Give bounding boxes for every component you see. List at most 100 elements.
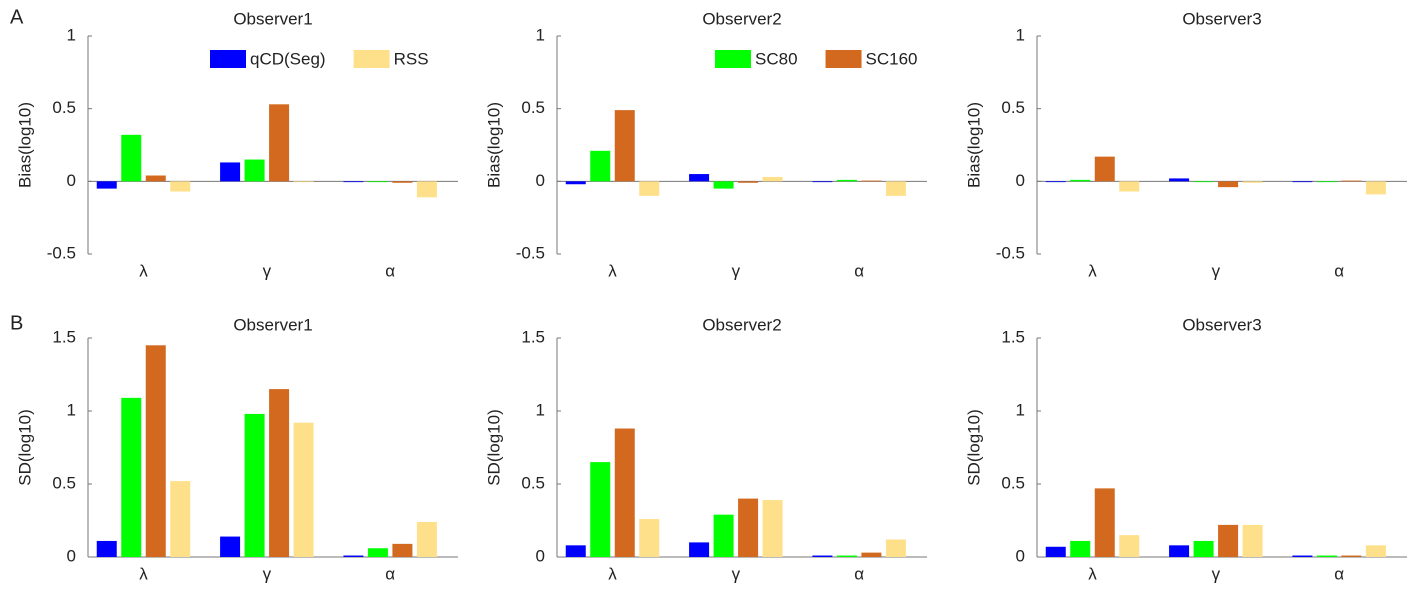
bar	[293, 181, 314, 183]
bar	[367, 181, 388, 183]
y-tick-label: 1	[67, 400, 76, 419]
bar	[713, 181, 734, 189]
x-tick-label: α	[1334, 261, 1344, 280]
bar	[1070, 540, 1091, 557]
legend-swatch	[825, 50, 862, 68]
bar	[1365, 545, 1386, 557]
y-tick-label: 1	[536, 400, 545, 419]
bar	[244, 413, 265, 557]
bar	[885, 181, 906, 196]
bar	[220, 162, 241, 182]
y-tick-label: 1	[1016, 400, 1025, 419]
y-tick-label: -0.5	[47, 243, 76, 262]
bar	[1242, 181, 1263, 183]
bar	[145, 345, 166, 557]
chart-title: Observer2	[702, 9, 781, 28]
bar	[121, 134, 142, 182]
bar	[121, 397, 142, 557]
y-tick-label: 0.5	[1001, 473, 1025, 492]
y-axis-label: Bias(log10)	[484, 102, 503, 188]
x-tick-label: γ	[732, 261, 741, 280]
bar	[1169, 545, 1190, 557]
x-tick-label: λ	[139, 261, 148, 280]
bar	[96, 181, 117, 189]
bar	[590, 462, 611, 557]
bar	[565, 181, 586, 185]
bar	[269, 389, 290, 557]
bar	[836, 179, 857, 182]
bar	[1169, 178, 1190, 182]
x-tick-label: λ	[139, 564, 148, 583]
x-tick-label: γ	[263, 261, 272, 280]
y-axis-label: SD(log10)	[15, 409, 34, 486]
chart-title: Observer1	[233, 9, 312, 28]
bar	[1070, 179, 1091, 182]
bar	[96, 540, 117, 557]
bar	[885, 539, 906, 557]
bar	[738, 181, 759, 183]
y-tick-label: -0.5	[996, 243, 1025, 262]
legend-label: qCD(Seg)	[250, 49, 326, 68]
bar	[416, 521, 437, 557]
panel-label: B	[10, 312, 23, 334]
y-tick-label: 0	[1016, 546, 1025, 565]
bar	[812, 181, 833, 183]
legend-label: SC160	[866, 49, 918, 68]
y-axis-label: SD(log10)	[484, 409, 503, 486]
x-tick-label: γ	[263, 564, 272, 583]
bar	[639, 519, 660, 557]
bar	[1193, 181, 1214, 183]
legend-swatch	[210, 50, 246, 68]
chart-title: Observer3	[1182, 315, 1261, 334]
bar	[1119, 535, 1140, 557]
bar	[1292, 181, 1313, 183]
bar	[170, 481, 191, 557]
bar	[1094, 156, 1115, 182]
y-tick-label: 0.5	[52, 473, 76, 492]
bar	[367, 548, 388, 557]
bar	[170, 181, 191, 192]
y-tick-label: 0	[67, 546, 76, 565]
x-tick-label: α	[854, 261, 864, 280]
bar	[343, 181, 364, 183]
bar	[812, 555, 833, 557]
bar	[1316, 555, 1337, 557]
bar	[689, 542, 710, 557]
y-tick-label: 1	[536, 25, 545, 44]
y-tick-label: 1	[1016, 25, 1025, 44]
bar	[392, 543, 413, 557]
y-tick-label: 0	[1016, 171, 1025, 190]
bar	[392, 181, 413, 183]
y-axis-label: Bias(log10)	[15, 102, 34, 188]
bar	[220, 536, 241, 557]
y-axis-label: Bias(log10)	[964, 102, 983, 188]
legend-label: RSS	[394, 49, 429, 68]
bar	[1045, 181, 1066, 183]
bar	[1218, 524, 1239, 557]
bar	[861, 552, 882, 557]
x-tick-label: λ	[1088, 261, 1097, 280]
bar	[1218, 181, 1239, 188]
x-tick-label: γ	[1212, 564, 1221, 583]
bar	[1242, 524, 1263, 557]
x-tick-label: α	[385, 564, 395, 583]
bar	[689, 174, 710, 182]
y-axis-label: SD(log10)	[964, 409, 983, 486]
y-tick-label: 0	[536, 171, 545, 190]
y-tick-label: 1.5	[52, 327, 76, 346]
bar	[1316, 181, 1337, 183]
bar	[1341, 180, 1362, 182]
bar	[565, 545, 586, 557]
bar	[293, 422, 314, 557]
bar	[1193, 540, 1214, 557]
x-tick-label: α	[854, 564, 864, 583]
bar	[614, 428, 635, 557]
chart-title: Observer1	[233, 315, 312, 334]
x-tick-label: λ	[1088, 564, 1097, 583]
chart-title: Observer3	[1182, 9, 1261, 28]
bar	[836, 555, 857, 557]
chart-title: Observer2	[702, 315, 781, 334]
x-tick-label: λ	[608, 564, 617, 583]
bar	[416, 181, 437, 198]
